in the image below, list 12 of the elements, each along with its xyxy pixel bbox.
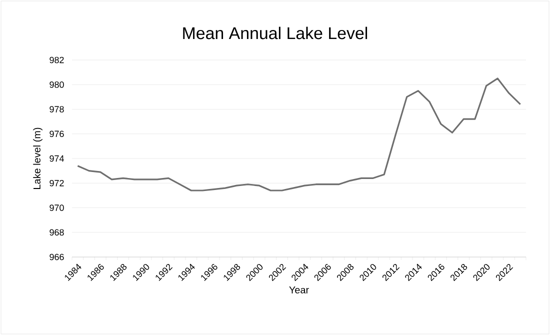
y-tick-label: 976 xyxy=(50,130,64,138)
chart-title: Mean Annual Lake Level xyxy=(183,26,368,40)
y-tick-label: 966 xyxy=(50,254,64,260)
y-tick-label: 974 xyxy=(50,155,64,162)
y-tick-label: 970 xyxy=(50,204,64,211)
y-tick-label: 968 xyxy=(50,229,64,236)
y-tick-label: 982 xyxy=(50,56,64,64)
y-axis-title: Lake level (m) xyxy=(33,128,42,189)
x-axis-title: Year xyxy=(289,286,309,294)
y-tick-label: 978 xyxy=(50,106,64,112)
y-tick-label: 980 xyxy=(50,81,64,88)
y-tick-label: 972 xyxy=(50,180,64,186)
